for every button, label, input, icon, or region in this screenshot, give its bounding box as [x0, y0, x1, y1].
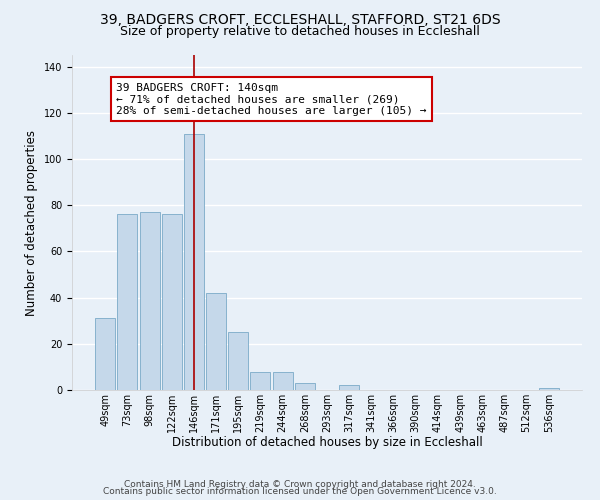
Bar [295, 383, 315, 390]
Bar [162, 214, 182, 390]
Text: Contains HM Land Registry data © Crown copyright and database right 2024.: Contains HM Land Registry data © Crown c… [124, 480, 476, 489]
Text: 39, BADGERS CROFT, ECCLESHALL, STAFFORD, ST21 6DS: 39, BADGERS CROFT, ECCLESHALL, STAFFORD,… [100, 12, 500, 26]
Text: Size of property relative to detached houses in Eccleshall: Size of property relative to detached ho… [120, 25, 480, 38]
Bar [272, 372, 293, 390]
Bar [228, 332, 248, 390]
Bar [206, 293, 226, 390]
Text: 39 BADGERS CROFT: 140sqm
← 71% of detached houses are smaller (269)
28% of semi-: 39 BADGERS CROFT: 140sqm ← 71% of detach… [116, 82, 427, 116]
Bar [250, 372, 271, 390]
Bar [140, 212, 160, 390]
Y-axis label: Number of detached properties: Number of detached properties [25, 130, 38, 316]
X-axis label: Distribution of detached houses by size in Eccleshall: Distribution of detached houses by size … [172, 436, 482, 450]
Bar [539, 388, 559, 390]
Bar [339, 386, 359, 390]
Bar [118, 214, 137, 390]
Bar [184, 134, 204, 390]
Bar [95, 318, 115, 390]
Text: Contains public sector information licensed under the Open Government Licence v3: Contains public sector information licen… [103, 488, 497, 496]
